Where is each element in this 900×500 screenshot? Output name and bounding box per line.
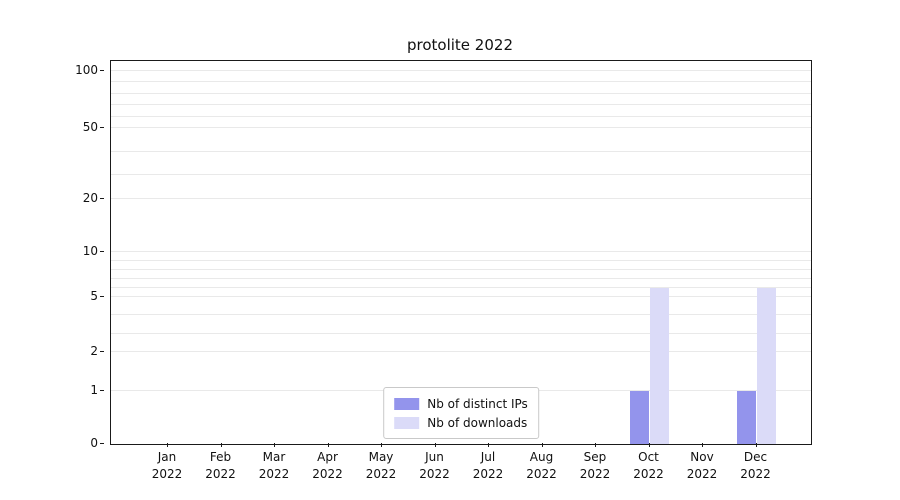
x-tick-label: Jun 2022	[419, 449, 450, 484]
x-tick-mark	[541, 443, 543, 447]
bar-downloads	[649, 288, 669, 444]
x-tick-year: 2022	[526, 467, 557, 482]
x-tick-label: May 2022	[366, 449, 397, 484]
x-tick-mark	[755, 443, 757, 447]
x-tick-mark	[702, 443, 703, 447]
x-tick-label: Apr 2022	[312, 449, 343, 484]
x-tick-mark	[434, 443, 436, 447]
y-tick-mark	[100, 443, 104, 444]
x-tick-month: Jun	[425, 450, 444, 464]
x-tick-year: 2022	[365, 467, 397, 482]
gridline	[111, 332, 811, 334]
y-tick-mark	[100, 351, 104, 352]
gridline	[111, 92, 811, 94]
gridline	[111, 174, 811, 176]
gridline	[111, 287, 811, 289]
x-tick-mark	[220, 443, 222, 447]
x-tick-mark	[327, 443, 329, 447]
y-tick-mark	[100, 251, 104, 252]
x-tick-mark	[648, 443, 650, 447]
x-tick-month: Nov	[690, 450, 714, 464]
gridline	[111, 314, 811, 316]
gridline	[111, 269, 811, 271]
x-tick-month: Jul	[480, 450, 496, 464]
gridline	[111, 198, 811, 199]
x-tick-year: 2022	[312, 467, 343, 482]
x-tick-year: 2022	[633, 467, 664, 482]
gridline	[111, 150, 811, 152]
x-tick-year: 2022	[579, 467, 611, 482]
x-tick-year: 2022	[740, 467, 771, 482]
x-tick-month: May	[368, 450, 394, 464]
x-tick-month: Jan	[157, 450, 177, 464]
x-tick-month: Sep	[583, 450, 607, 464]
gridline	[111, 351, 811, 353]
gridline	[111, 278, 811, 280]
x-tick-year: 2022	[686, 467, 718, 482]
x-tick-mark	[381, 443, 382, 447]
x-tick-month: Oct	[638, 450, 659, 464]
x-tick-label: Aug 2022	[526, 449, 557, 484]
y-tick-mark	[100, 126, 104, 128]
x-tick-mark	[488, 443, 489, 447]
y-tick-label: 50	[82, 119, 98, 134]
bar-distinct-ips	[630, 391, 650, 444]
x-tick-year: 2022	[258, 467, 290, 482]
gridline	[111, 296, 811, 298]
gridline	[111, 115, 811, 117]
legend: Nb of distinct IPs Nb of downloads	[383, 387, 539, 439]
x-tick-year: 2022	[205, 467, 236, 482]
x-tick-month: Dec	[743, 450, 768, 464]
gridline	[111, 127, 811, 128]
legend-swatch-distinct-ips	[394, 397, 420, 410]
x-tick-label: Jul 2022	[473, 449, 504, 484]
y-tick-label: 5	[90, 289, 98, 303]
x-tick-label: Sep 2022	[580, 449, 611, 484]
x-tick-label: Feb 2022	[205, 449, 236, 484]
gridline	[111, 260, 811, 262]
y-tick-mark	[100, 197, 104, 199]
legend-item-distinct-ips: Nb of distinct IPs	[394, 394, 528, 413]
x-axis: Jan 2022 Feb 2022 Mar 2022 Apr 2022 May 2022 Jun 20…	[110, 443, 810, 485]
legend-item-downloads: Nb of downloads	[394, 413, 528, 432]
x-tick-month: Aug	[529, 450, 554, 464]
y-tick-label: 100	[75, 62, 98, 77]
y-tick-label: 0	[90, 436, 98, 450]
gridline	[111, 251, 811, 253]
legend-label-downloads: Nb of downloads	[427, 415, 528, 430]
x-tick-label: Dec 2022	[740, 449, 771, 484]
gridline	[111, 70, 811, 71]
x-tick-label: Nov 2022	[687, 449, 718, 484]
y-tick-mark	[100, 389, 104, 391]
bar-downloads	[756, 288, 776, 444]
x-tick-year: 2022	[419, 467, 450, 482]
x-tick-month: Mar	[262, 450, 286, 464]
x-tick-year: 2022	[151, 467, 183, 482]
y-tick-mark	[100, 296, 104, 297]
x-tick-month: Apr	[317, 450, 338, 464]
y-tick-label: 2	[90, 344, 98, 358]
x-tick-month: Feb	[209, 450, 232, 464]
x-tick-label: Mar 2022	[259, 449, 290, 484]
legend-label-distinct-ips: Nb of distinct IPs	[427, 396, 528, 411]
y-axis: 0 1 2 5 10 20 50 100	[0, 60, 104, 450]
x-tick-mark	[595, 443, 596, 447]
x-tick-mark	[274, 443, 275, 447]
y-tick-label: 1	[90, 382, 98, 397]
y-tick-mark	[100, 69, 104, 71]
x-tick-label: Jan 2022	[152, 449, 183, 484]
gridline	[111, 81, 811, 83]
plot-area: Nb of distinct IPs Nb of downloads	[110, 60, 812, 445]
gridline	[111, 104, 811, 106]
y-tick-label: 10	[82, 244, 98, 258]
x-tick-year: 2022	[472, 467, 504, 482]
x-tick-label: Oct 2022	[633, 449, 664, 484]
y-tick-label: 20	[82, 190, 98, 205]
bar-distinct-ips	[737, 391, 757, 444]
x-tick-mark	[167, 443, 168, 447]
legend-swatch-downloads	[394, 416, 420, 429]
chart-title: protolite 2022	[407, 36, 513, 54]
